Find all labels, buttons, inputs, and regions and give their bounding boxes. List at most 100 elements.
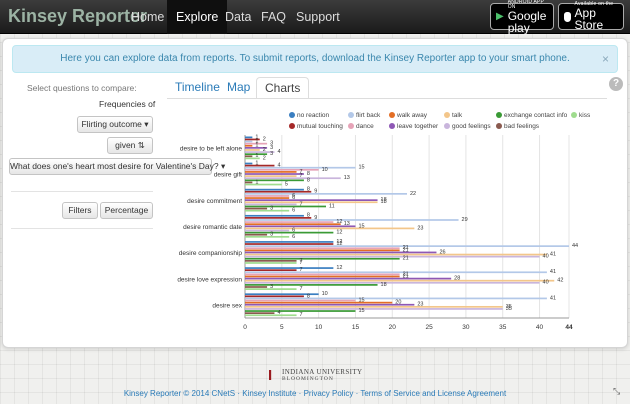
bar [245, 168, 319, 171]
x-tick-label: 5 [280, 324, 284, 331]
filters-button[interactable]: Filters [62, 202, 98, 219]
legend-item-bad-feelings[interactable]: bad feelings [496, 123, 539, 130]
bar-value-label: 3 [270, 141, 273, 147]
bar [245, 190, 312, 193]
bar [245, 231, 334, 234]
bar-value-label: 15 [358, 223, 364, 229]
bar-value-label: 7 [300, 286, 303, 292]
bar [245, 277, 452, 280]
bar [245, 314, 297, 317]
question-dropdown[interactable]: What does one's heart most desire for Va… [9, 158, 225, 175]
tab-timeline[interactable]: Timeline [175, 80, 220, 94]
legend-item-good-feelings[interactable]: good feelings [444, 123, 491, 130]
given-toggle-button[interactable]: given ⇅ [107, 137, 153, 154]
bar-value-label: 20 [395, 300, 401, 306]
legend-item-dance[interactable]: dance [348, 123, 374, 130]
tab-underline [167, 98, 607, 99]
legend-dot [289, 112, 295, 118]
legend-label: walk away [397, 112, 427, 119]
indiana-university-logo[interactable]: I INDIANA UNIVERSITY BLOOMINGTON [268, 366, 364, 384]
nav-faq[interactable]: FAQ [261, 10, 287, 24]
help-icon[interactable]: ? [609, 77, 623, 91]
bar-value-label: 44 [572, 243, 578, 249]
percentage-button[interactable]: Percentage [100, 202, 153, 219]
app-store-badge[interactable]: Available on the App Store [558, 2, 624, 31]
y-category-label: desire sex [212, 302, 242, 309]
nav-explore[interactable]: Explore [167, 0, 228, 34]
bar-value-label: 22 [410, 191, 416, 197]
bar-value-label: 2 [263, 155, 266, 161]
legend-item-leave-together[interactable]: leave together [389, 123, 438, 130]
bar [245, 201, 378, 204]
bar [245, 199, 378, 202]
brand-logo[interactable]: Kinsey Reporter [8, 6, 148, 26]
footer-links[interactable]: Kinsey Reporter © 2014 CNetS · Kinsey In… [0, 389, 630, 398]
legend-item-flirt-back[interactable]: flirt back [348, 112, 380, 119]
x-tick-label: 30 [462, 324, 470, 331]
bar [245, 253, 547, 256]
legend-label: exchange contact info [504, 112, 568, 119]
bar [245, 251, 437, 254]
bar-value-label: 4 [277, 149, 280, 155]
legend-item-no-reaction[interactable]: no reaction [289, 112, 329, 119]
tab-map[interactable]: Map [227, 80, 251, 94]
legend-dot [289, 123, 295, 129]
bar-value-label: 12 [336, 241, 342, 247]
legend-label: leave together [397, 123, 439, 130]
bar-value-label: 23 [417, 225, 423, 231]
legend-item-kiss[interactable]: kiss [571, 112, 590, 119]
nav-home[interactable]: Home [131, 10, 165, 24]
bar-value-label: 8 [307, 187, 310, 193]
nav-support[interactable]: Support [296, 10, 340, 24]
google-play-large-text: Google play [507, 8, 547, 35]
legend-dot [348, 112, 354, 118]
bar [245, 247, 400, 250]
footer-text[interactable]: Kinsey Reporter © 2014 CNetS · Kinsey In… [123, 389, 507, 398]
bar-value-label: 6 [292, 193, 295, 199]
legend-item-mutual-touching[interactable]: mutual touching [289, 123, 343, 130]
x-tick-label: 40 [536, 324, 544, 331]
bar-value-label: 18 [381, 197, 387, 203]
bar [245, 241, 334, 243]
bar-value-label: 3 [270, 151, 273, 157]
bar-value-label: 1 [255, 134, 258, 140]
bar-value-label: 12 [336, 230, 342, 236]
legend-item-exchange-contact-info[interactable]: exchange contact info [496, 112, 567, 119]
bar [245, 153, 268, 156]
bar-value-label: 1 [255, 139, 258, 145]
bar-value-label: 6 [292, 208, 295, 214]
bar-value-label: 13 [344, 175, 350, 181]
outcome-dropdown[interactable]: Flirting outcome ▾ [77, 116, 153, 133]
tab-charts[interactable]: Charts [256, 77, 310, 99]
legend-item-talk[interactable]: talk [444, 112, 462, 119]
bar-value-label: 21 [403, 273, 409, 279]
bar-value-label: 6 [292, 195, 295, 201]
bar [245, 219, 459, 221]
iu-logo-line1: INDIANA UNIVERSITY [282, 368, 363, 376]
bar-value-label: 7 [300, 267, 303, 273]
bar [245, 175, 297, 177]
legend-dot [496, 123, 502, 129]
legend-label: mutual touching [297, 123, 343, 130]
legend-dot [571, 112, 577, 118]
y-category-label: desire commitment [187, 198, 242, 205]
bar [245, 279, 555, 282]
google-play-badge[interactable]: ▶ ANDROID APP ON Google play [490, 0, 554, 34]
legend-item-walk-away[interactable]: walk away [389, 112, 427, 119]
bar-value-label: 13 [344, 221, 350, 227]
nav-data[interactable]: Data [225, 10, 252, 24]
bar-value-label: 9 [314, 215, 317, 221]
bar [245, 177, 341, 180]
bar [245, 310, 356, 312]
close-icon[interactable]: × [601, 52, 609, 66]
google-play-small-text: ANDROID APP ON [507, 0, 544, 10]
bar-value-label: 41 [550, 269, 556, 275]
bar [245, 243, 334, 245]
bar [245, 173, 304, 175]
explore-panel: Here you can explore data from reports. … [2, 38, 628, 348]
bar [245, 181, 253, 184]
bar [245, 207, 268, 210]
legend-dot [444, 123, 450, 129]
bar-value-label: 3 [270, 206, 273, 212]
bar [245, 140, 253, 143]
